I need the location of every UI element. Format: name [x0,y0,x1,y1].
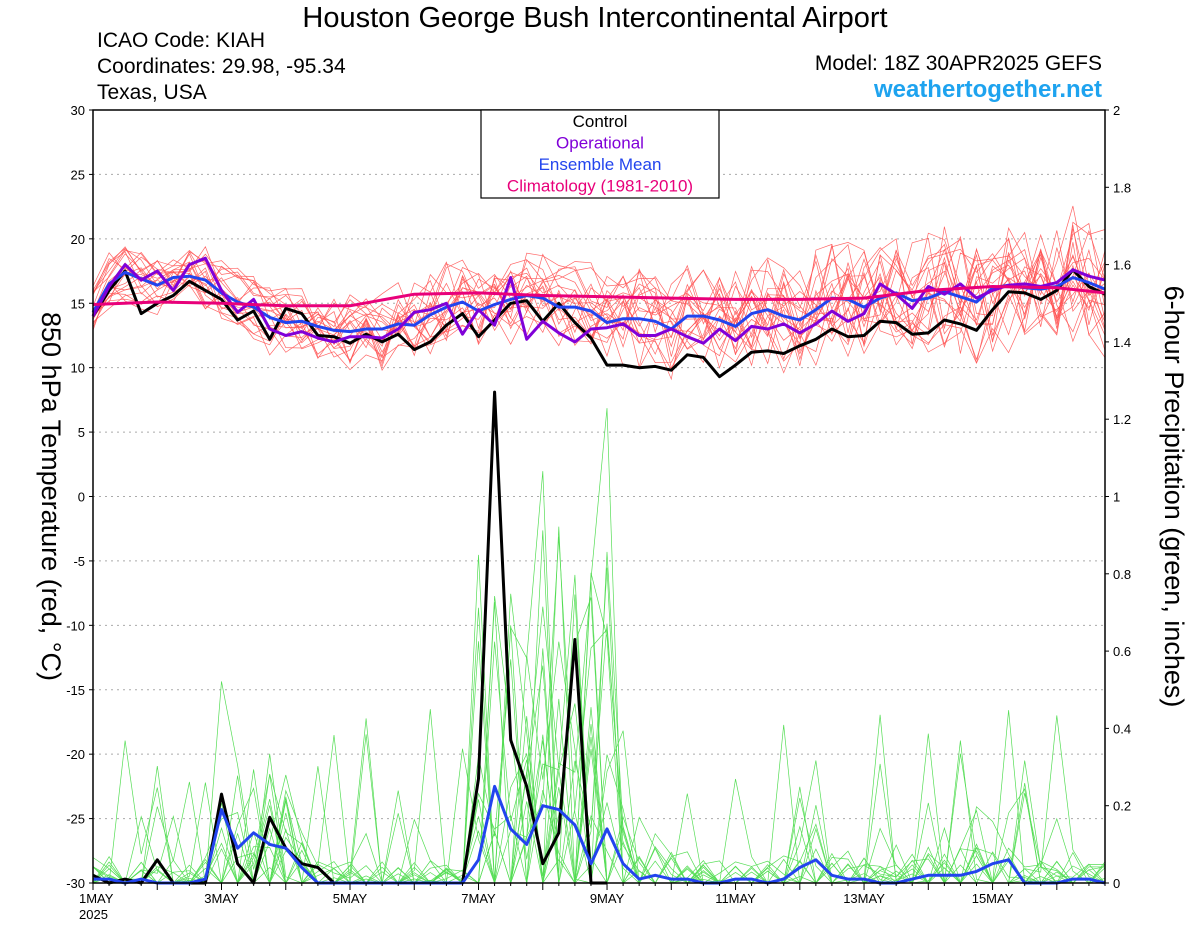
x-tick-label: 9MAY [590,891,625,906]
y2-tick-label: 0 [1113,876,1120,891]
temperature-member-line [92,227,1106,355]
y2-tick-label: 2 [1113,103,1120,118]
y2-tick-label: 0.8 [1113,567,1131,582]
x-tick-label: 1MAY [79,891,114,906]
x-tick-sublabel: 2025 [79,907,108,922]
legend: Control Operational Ensemble Mean Climatolo… [480,109,720,199]
y2-tick-label: 0.2 [1113,799,1131,814]
icao-code: ICAO Code: KIAH [97,29,266,52]
site-link[interactable]: weathertogether.net [873,76,1102,103]
y-tick-label: 5 [78,425,85,440]
control-precipitation-line [92,390,607,885]
y-tick-label: 0 [78,490,85,505]
y-tick-label: -20 [66,747,85,762]
temperature-member-line [92,249,1106,372]
ensemble-mean-precipitation-line [93,784,1106,885]
y-tick-label: 20 [71,232,85,247]
y2-axis-label: 6-hour Precipitation (green, inches) [1159,286,1189,708]
y2-tick-label: 0.6 [1113,644,1131,659]
y-axis-label: 850 hPa Temperature (red, °C) [36,312,66,681]
x-tick-label: 7MAY [461,891,496,906]
precipitation-member-line [93,641,1106,885]
precipitation-member-line [92,408,1106,884]
legend-climatology-1981-2010: Climatology (1981-2010) [507,177,693,196]
legend-ensemble-mean: Ensemble Mean [539,155,662,174]
page-title: Houston George Bush Intercontinental Air… [302,2,888,34]
precipitation-member-line [92,582,1106,884]
y-tick-label: -10 [66,618,85,633]
legend-box [480,109,720,199]
model-run: Model: 18Z 30APR2025 GEFS [814,52,1102,75]
climatology-1981-2010-temperature-line [92,285,1106,308]
y2-tick-label: 1.6 [1113,258,1131,273]
precipitation-members [92,408,1106,885]
series [91,256,1106,885]
y2-tick-label: 1 [1113,490,1120,505]
y-tick-label: 15 [71,296,85,311]
temperature-member-line [92,250,1106,371]
y-tick-label: 30 [71,103,85,118]
axes: 302520151050-5-10-15-20-25-3021.81.61.41… [36,103,1189,922]
x-tick-label: 5MAY [333,891,368,906]
y2-tick-label: 0.4 [1113,721,1131,736]
temperature-member-line [92,233,1106,349]
precipitation-member-line [92,530,1105,885]
x-tick-label: 13MAY [843,891,885,906]
precipitation-member-line [93,536,1105,885]
y-tick-label: -5 [73,554,85,569]
temperature-member-line [92,243,1106,361]
legend-control: Control [573,112,628,131]
x-tick-label: 3MAY [204,891,239,906]
y2-tick-label: 1.2 [1113,412,1131,427]
y-tick-label: -30 [66,876,85,891]
region: Texas, USA [97,81,207,104]
temperature-members [92,205,1106,381]
temperature-member-line [92,247,1106,359]
temperature-member-line [92,255,1106,374]
x-tick-label: 11MAY [715,891,756,906]
y-tick-label: 25 [71,167,85,182]
x-tick-label: 15MAY [972,891,1014,906]
control-temperature-line [91,268,1106,379]
y2-tick-label: 1.8 [1113,180,1131,195]
operational-temperature-line [91,256,1106,345]
coordinates: Coordinates: 29.98, -95.34 [97,55,346,78]
temperature-member-line [92,232,1106,348]
y-tick-label: -25 [66,812,85,827]
y2-tick-label: 1.4 [1113,335,1131,350]
y-tick-label: 10 [71,361,85,376]
y-tick-label: -15 [66,683,85,698]
legend-operational: Operational [556,134,644,153]
